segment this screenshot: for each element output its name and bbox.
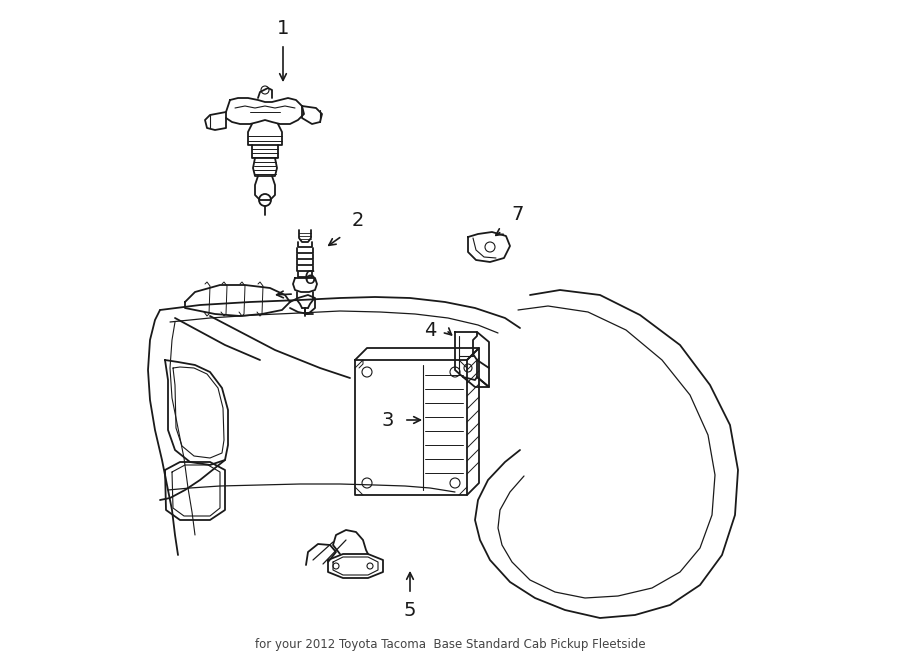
- Text: 1: 1: [277, 19, 289, 38]
- Text: 6: 6: [304, 268, 316, 288]
- Text: 4: 4: [424, 321, 436, 340]
- Text: 3: 3: [382, 410, 394, 430]
- Text: 5: 5: [404, 600, 416, 619]
- Text: for your 2012 Toyota Tacoma  Base Standard Cab Pickup Fleetside: for your 2012 Toyota Tacoma Base Standar…: [255, 638, 645, 651]
- Text: 2: 2: [352, 210, 365, 229]
- Text: 7: 7: [512, 206, 524, 225]
